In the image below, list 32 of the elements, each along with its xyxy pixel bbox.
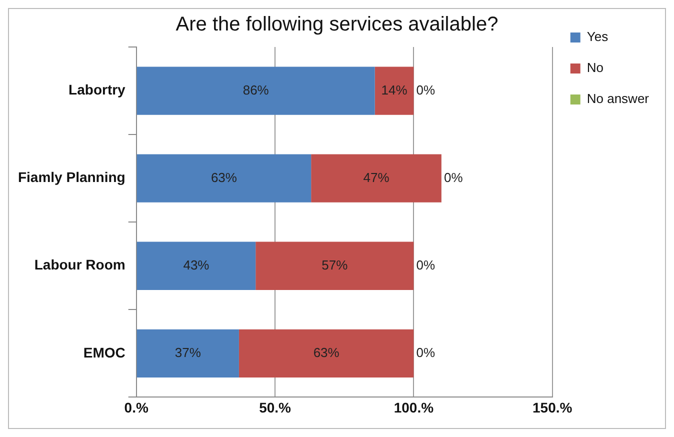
- data-label: 0%: [444, 170, 464, 185]
- legend-label: No answer: [586, 91, 650, 106]
- data-label: 0%: [416, 345, 436, 360]
- chart-title: Are the following services available?: [176, 14, 498, 36]
- data-label: 14%: [381, 82, 408, 98]
- data-label: 63%: [210, 170, 238, 185]
- data-label: 37%: [174, 345, 202, 360]
- y-tick-label: Labour Room: [34, 256, 126, 273]
- data-label: 0%: [416, 82, 436, 98]
- x-tick-label: 100.%: [394, 399, 434, 416]
- y-tick-label: Labortry: [68, 82, 126, 98]
- x-tick-label: 0.%: [124, 399, 149, 416]
- bar: [238, 329, 414, 378]
- data-label: 0%: [416, 257, 436, 272]
- data-label: 57%: [322, 257, 348, 272]
- data-label: 43%: [183, 257, 210, 272]
- data-label: 47%: [363, 170, 390, 185]
- bar: [136, 329, 239, 378]
- data-label: 63%: [313, 345, 340, 360]
- x-tick-label: 150.%: [532, 399, 573, 416]
- legend-label: Yes: [586, 29, 609, 44]
- bar: [136, 66, 375, 115]
- y-tick-label: Fiamly Planning: [18, 169, 126, 186]
- bar: [256, 242, 414, 290]
- bar: [136, 154, 312, 202]
- data-label: 86%: [242, 82, 270, 98]
- bar: [374, 66, 414, 115]
- bar: [136, 242, 256, 290]
- x-tick-label: 50.%: [259, 399, 292, 416]
- legend-label: No: [586, 60, 604, 76]
- y-tick-label: EMOC: [83, 344, 126, 360]
- bar: [311, 154, 442, 202]
